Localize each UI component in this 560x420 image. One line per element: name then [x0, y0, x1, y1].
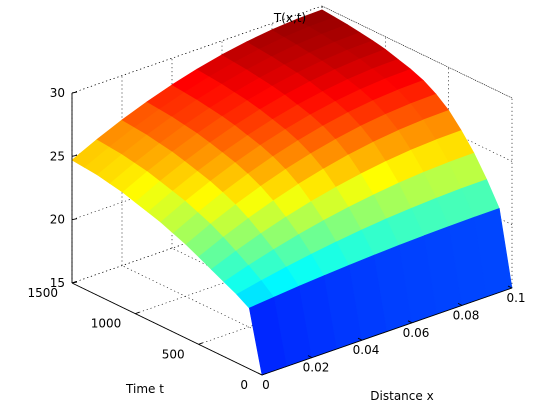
- z-tick-mark: [71, 154, 78, 157]
- z-tick-label: 20: [50, 213, 65, 227]
- temperature-surface: [71, 9, 513, 376]
- axes: [71, 91, 513, 376]
- x-tick-mark: [357, 337, 363, 341]
- x-tick-label: 0: [262, 378, 270, 392]
- z-tick-label: 15: [50, 276, 65, 290]
- t-axis-label: Time t: [125, 382, 164, 396]
- x-tick-label: 0.04: [353, 343, 380, 357]
- box-edge: [71, 5, 323, 94]
- x-tick-mark: [257, 372, 263, 376]
- t-tick-label: 1500: [27, 286, 58, 300]
- t-tick-label: 1000: [91, 317, 122, 331]
- t-axis-line: [71, 282, 263, 376]
- z-tick-mark: [71, 91, 78, 94]
- z-tick-mark: [71, 218, 78, 221]
- x-tick-label: 0.08: [453, 308, 480, 322]
- x-tick-mark: [407, 320, 413, 324]
- chart-title: T(x,t): [273, 11, 306, 25]
- x-tick-mark: [507, 285, 513, 289]
- t-tick-label: 0: [240, 378, 248, 392]
- x-tick-label: 0.06: [403, 326, 430, 340]
- t-tick-mark: [135, 311, 140, 315]
- x-axis-line: [261, 287, 513, 376]
- t-tick-label: 500: [162, 347, 185, 361]
- t-tick-mark: [198, 342, 203, 345]
- x-axis-label: Distance x: [370, 389, 433, 403]
- x-tick-mark: [457, 302, 463, 306]
- x-tick-label: 0.1: [506, 291, 525, 305]
- t-tick-mark: [261, 373, 267, 376]
- z-tick-label: 25: [50, 149, 65, 163]
- z-tick-label: 30: [50, 86, 65, 100]
- z-tick-mark: [71, 281, 78, 284]
- x-tick-label: 0.02: [303, 361, 330, 375]
- x-tick-mark: [307, 355, 313, 359]
